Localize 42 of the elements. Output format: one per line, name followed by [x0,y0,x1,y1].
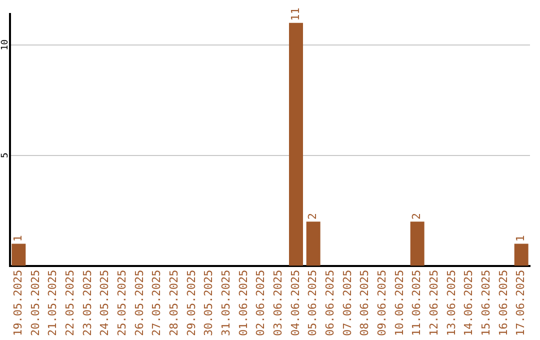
x-tick-label: 23.05.2025 [80,270,94,336]
x-tick-label: 19.05.2025 [12,270,25,336]
data-label: 2 [306,212,320,220]
x-tick-label: 15.06.2025 [480,270,493,336]
x-tick-label: 22.05.2025 [64,270,77,336]
x-tick-label: 06.06.2025 [324,270,337,336]
x-tick-label: 10.06.2025 [392,270,406,336]
x-tick-label: 30.05.2025 [202,270,216,336]
y-tick-label: 10 [0,40,10,50]
x-tick-label: 09.06.2025 [376,270,389,336]
bar [289,22,303,266]
x-tick-label: 07.06.2025 [340,270,354,336]
x-tick-label: 25.05.2025 [116,270,129,336]
x-tick-label: 12.06.2025 [428,270,441,336]
x-tick-label: 01.06.2025 [236,270,250,336]
x-tick-label: 31.05.2025 [220,270,233,336]
y-tick-label: 5 [0,152,10,158]
x-tick-label: 11.06.2025 [410,270,424,336]
data-label: 2 [410,212,424,220]
x-tick-label: 21.05.2025 [46,270,60,336]
x-tick-label: 27.05.2025 [150,270,164,336]
x-tick-label: 16.06.2025 [496,270,510,336]
x-tick-label: 26.05.2025 [132,270,146,336]
x-tick-label: 24.05.2025 [98,270,112,336]
data-label: 11 [288,8,302,21]
x-tick-label: 14.06.2025 [462,270,476,336]
x-tick-label: 17.06.2025 [514,270,528,336]
bar [514,244,528,266]
x-tick-label: 02.06.2025 [254,270,268,336]
x-tick-label: 29.05.2025 [184,270,198,336]
bar [306,222,320,266]
x-tick-label: 03.06.2025 [272,270,285,336]
x-tick-label: 04.06.2025 [288,270,302,336]
x-tick-label: 20.05.2025 [28,270,42,336]
x-tick-label: 05.06.2025 [306,270,320,336]
bar [12,244,26,266]
x-tick-label: 13.06.2025 [444,270,458,336]
x-tick-label: 28.05.2025 [168,270,181,336]
x-tick-label: 08.06.2025 [358,270,372,336]
data-label: 1 [12,235,25,242]
bar [410,222,424,266]
data-label: 1 [514,235,528,242]
